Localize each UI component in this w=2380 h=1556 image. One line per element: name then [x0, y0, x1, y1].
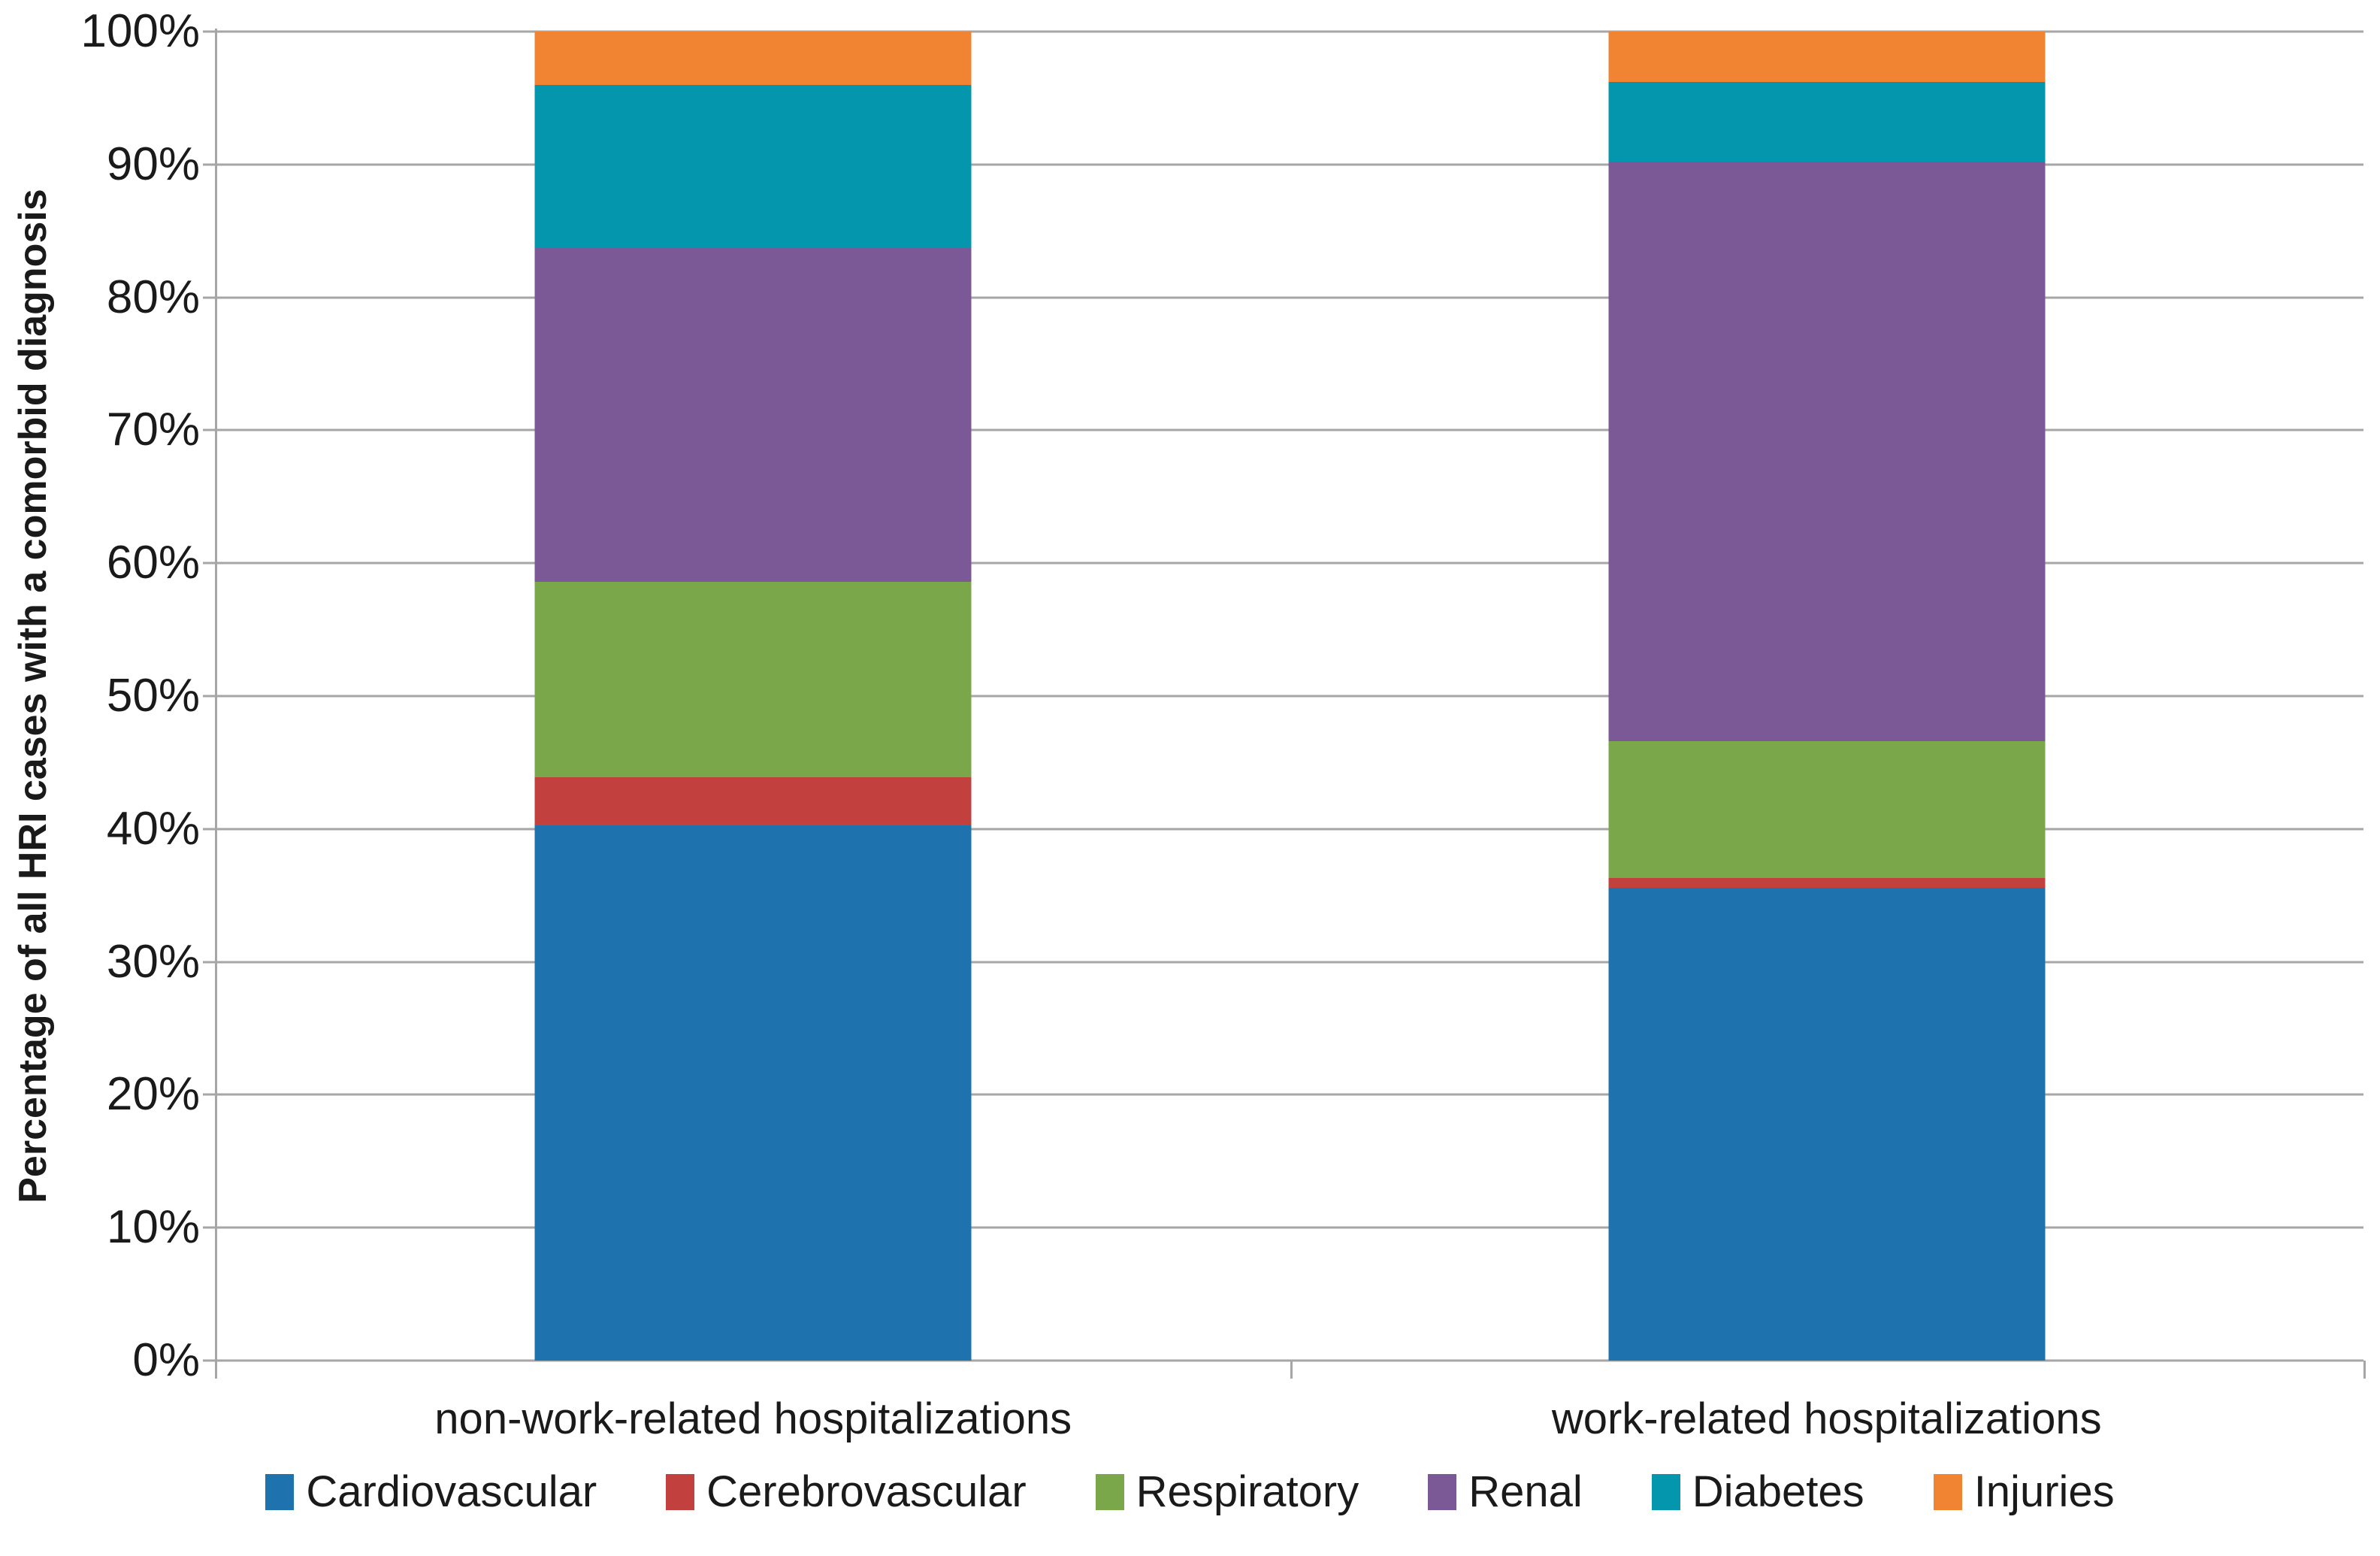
y-tick-label: 70%: [106, 404, 200, 456]
bar-segment-renal: [1608, 162, 2046, 742]
legend-item-injuries: Injuries: [1933, 1467, 2115, 1516]
legend-swatch-injuries: [1933, 1474, 1962, 1510]
y-tick-label: 100%: [80, 5, 200, 57]
bar-segment-cerebrovascular: [534, 776, 972, 825]
plot-area: [203, 29, 2366, 1379]
legend-label: Injuries: [1973, 1467, 2115, 1516]
legend-item-diabetes: Diabetes: [1651, 1467, 1864, 1516]
y-axis-line: [215, 29, 217, 1379]
legend-swatch-cerebrovascular: [666, 1474, 695, 1510]
y-tick-label: 0%: [132, 1334, 200, 1386]
gridline: [203, 428, 2363, 431]
legend-swatch-diabetes: [1651, 1474, 1680, 1510]
bar-segment-respiratory: [534, 581, 972, 777]
bar-segment-diabetes: [534, 84, 972, 249]
y-tick-label: 90%: [106, 138, 200, 190]
bar-segment-diabetes: [1608, 82, 2046, 162]
y-tick-label: 10%: [106, 1201, 200, 1254]
gridline: [203, 562, 2363, 565]
bar-segment-injuries: [1608, 32, 2046, 83]
y-tick-label: 50%: [106, 670, 200, 722]
y-tick-label: 80%: [106, 271, 200, 323]
bar-segment-cardiovascular: [1608, 887, 2046, 1361]
bar-non-work-related: [534, 32, 972, 1361]
legend-label: Cardiovascular: [306, 1467, 597, 1516]
gridline: [203, 1226, 2363, 1229]
legend-item-respiratory: Respiratory: [1095, 1467, 1359, 1516]
legend-swatch-respiratory: [1095, 1474, 1124, 1510]
category-label: work-related hospitalizations: [1551, 1394, 2102, 1443]
y-tick-label: 60%: [106, 537, 200, 589]
y-axis-tick-labels: 0% 10% 20% 30% 40% 50% 60% 70% 80% 90% 100%: [0, 8, 204, 1384]
bar-segment-renal: [534, 248, 972, 582]
category-label: non-work-related hospitalizations: [434, 1394, 1072, 1443]
gridline: [203, 163, 2363, 166]
legend-label: Diabetes: [1692, 1467, 1864, 1516]
y-tick-label: 40%: [106, 802, 200, 855]
legend-swatch-renal: [1428, 1474, 1457, 1510]
bar-segment-cardiovascular: [534, 825, 972, 1361]
y-tick-label: 30%: [106, 935, 200, 988]
y-tick-label: 20%: [106, 1068, 200, 1121]
gridline: [203, 1093, 2363, 1096]
bar-segment-respiratory: [1608, 741, 2046, 879]
gridline: [203, 1359, 2363, 1362]
legend: Cardiovascular Cerebrovascular Respiratory…: [0, 1470, 2380, 1514]
gridline: [203, 695, 2363, 698]
legend-item-renal: Renal: [1428, 1470, 1583, 1514]
legend-item-cardiovascular: Cardiovascular: [265, 1470, 597, 1514]
legend-label: Respiratory: [1136, 1467, 1359, 1516]
category-boundary-tick: [2363, 1361, 2366, 1379]
legend-item-cerebrovascular: Cerebrovascular: [666, 1470, 1027, 1514]
x-axis-category-labels: non-work-related hospitalizations work-re…: [216, 1395, 2363, 1448]
bar-work-related: [1608, 32, 2046, 1361]
bar-segment-cerebrovascular: [1608, 878, 2046, 888]
gridline: [203, 961, 2363, 964]
bar-segment-injuries: [534, 32, 972, 85]
legend-label: Renal: [1468, 1467, 1583, 1516]
gridline: [203, 828, 2363, 831]
legend-label: Cerebrovascular: [706, 1467, 1027, 1516]
gridline: [203, 30, 2363, 33]
legend-swatch-cardiovascular: [265, 1474, 295, 1510]
category-boundary-tick: [1290, 1361, 1293, 1379]
gridline: [203, 296, 2363, 299]
